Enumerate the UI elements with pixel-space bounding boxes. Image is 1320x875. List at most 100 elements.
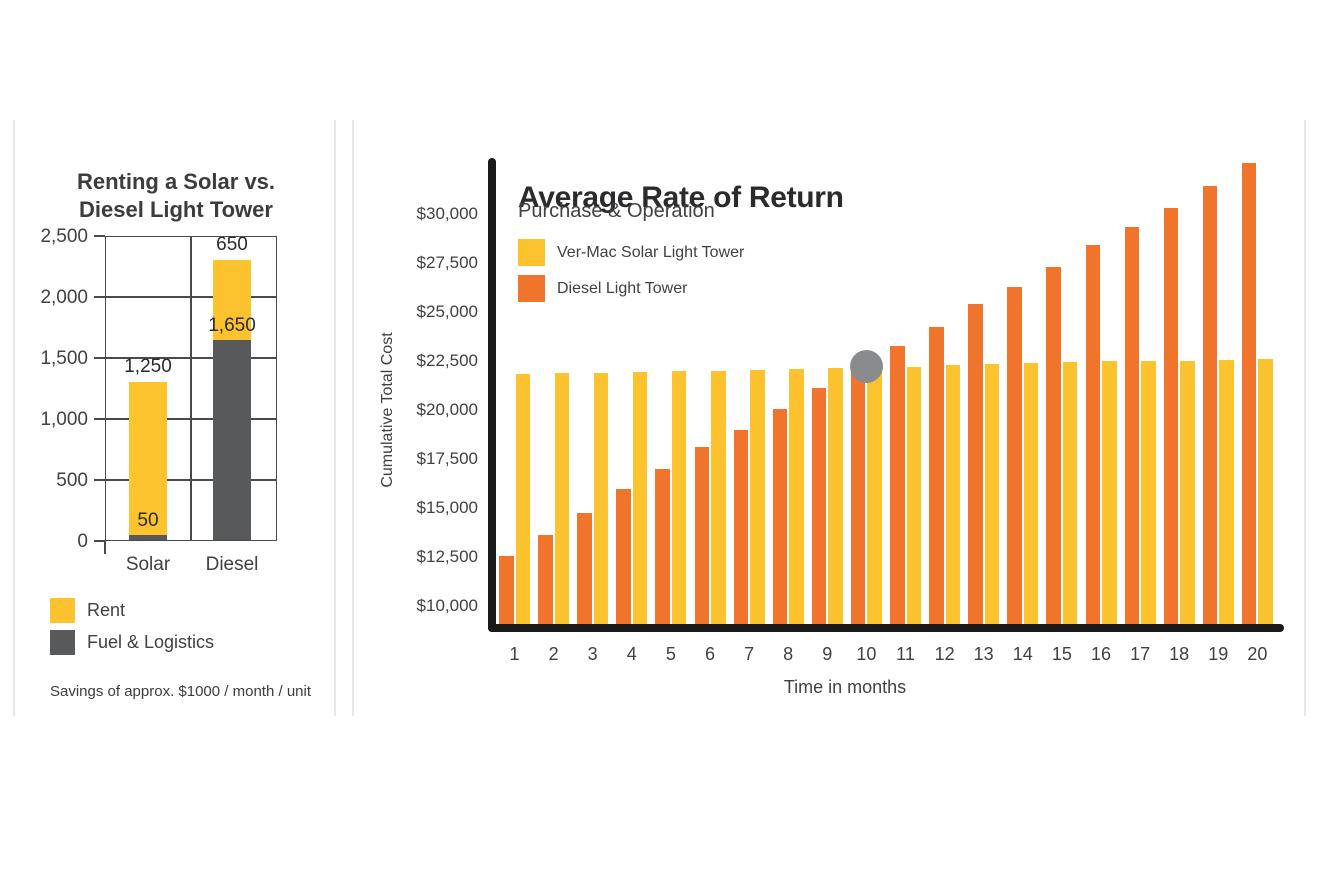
month-label: 13 (973, 644, 994, 664)
solar-bar-month-14 (1023, 363, 1039, 630)
left-ytick-label: 2,500 (40, 226, 88, 247)
left-axis-foot-tick (104, 541, 106, 554)
solar-bar-month-4 (632, 372, 648, 630)
right-ytick-label: $10,000 (416, 595, 478, 615)
month-label: 19 (1208, 644, 1229, 664)
right-ytick-label: $27,500 (416, 253, 478, 273)
panel-divider-left-inner (334, 120, 336, 716)
breakeven-circle (850, 350, 884, 384)
month-label: 20 (1247, 644, 1268, 664)
diesel-bar-month-4 (616, 489, 631, 630)
solar-bar-month-19 (1219, 360, 1234, 630)
savings-note: Savings of approx. $1000 / month / unit (50, 683, 311, 700)
left-ytick-label: 1,000 (40, 409, 88, 430)
bar-fuel-segment-solar (129, 534, 167, 541)
diesel-bar-month-1 (499, 555, 514, 630)
y-axis-line (488, 158, 496, 632)
solar-bar-month-10 (867, 367, 882, 630)
bar-rent-segment-solar (129, 382, 167, 535)
diesel-bar-month-11 (890, 346, 905, 630)
month-label: 8 (783, 644, 794, 664)
month-label: 9 (822, 644, 833, 664)
diesel-bar-month-19 (1202, 185, 1218, 630)
month-label: 7 (744, 644, 755, 664)
x-axis-title: Time in months (783, 677, 907, 697)
legend-item-solar-tower: Ver-Mac Solar Light Tower (518, 239, 744, 266)
left-ytick-label: 0 (77, 531, 88, 552)
solar-bar-month-8 (789, 369, 804, 630)
diesel-bar-month-3 (577, 512, 592, 630)
solar-bar-month-16 (1102, 361, 1117, 630)
category-label-solar: Solar (125, 554, 171, 575)
fuel-logistics-swatch (50, 629, 75, 655)
x-axis-line (488, 624, 1284, 632)
left-ytick (94, 418, 105, 420)
bar-fuel-segment-diesel (213, 339, 251, 541)
right-ytick-label: $12,500 (416, 546, 478, 566)
month-label: 17 (1130, 644, 1151, 664)
solar-bar-month-17 (1141, 361, 1156, 630)
right-chart-title: Average Rate of Return (518, 181, 844, 215)
right-ytick-label: $25,000 (416, 302, 478, 322)
bar-rent-value-label: 650 (216, 234, 248, 256)
month-label: 6 (704, 644, 715, 664)
solar-bar-month-5 (671, 371, 687, 630)
category-label-diesel: Diesel (205, 554, 259, 575)
legend-item-fuel: Fuel & Logistics (50, 629, 214, 655)
right-ytick-label: $30,000 (416, 204, 478, 224)
left-chart-title: Renting a Solar vs. Diesel Light Tower (76, 169, 276, 223)
left-ytick (94, 479, 105, 481)
month-label: 2 (548, 644, 559, 664)
solar-bar-month-18 (1180, 360, 1195, 630)
bar-rent-value-label: 1,250 (124, 356, 172, 378)
fuel-logistics-legend-label: Fuel & Logistics (87, 631, 215, 652)
diesel-bar-month-17 (1124, 227, 1140, 630)
diesel-bar-month-7 (733, 429, 749, 630)
diesel-bar-month-2 (538, 535, 553, 630)
rent-swatch (50, 597, 75, 623)
right-ytick-label: $17,500 (416, 448, 478, 468)
solar-bar-month-1 (515, 373, 530, 630)
diesel-bar-month-16 (1085, 244, 1100, 630)
legend-item-rent: Rent (50, 597, 125, 623)
solar-tower-swatch (518, 239, 545, 266)
solar-bar-month-3 (593, 372, 609, 630)
diesel-bar-month-9 (811, 388, 827, 630)
solar-bar-month-6 (711, 370, 726, 630)
diesel-bar-month-12 (929, 326, 944, 630)
solar-bar-month-15 (1062, 362, 1078, 630)
left-plot-center-divider (190, 236, 192, 541)
diesel-bar-month-6 (694, 447, 709, 630)
y-axis-title: Cumulative Total Cost (379, 332, 396, 488)
bar-rent-segment-diesel (213, 260, 251, 340)
diesel-tower-swatch (518, 275, 545, 302)
rent-legend-label: Rent (87, 599, 126, 620)
left-ytick-label: 500 (56, 470, 88, 491)
legend-item-diesel-tower: Diesel Light Tower (518, 275, 687, 302)
diesel-bar-month-18 (1163, 207, 1179, 630)
month-label: 12 (934, 644, 955, 664)
left-ytick (94, 540, 105, 542)
solar-bar-month-12 (945, 364, 961, 630)
solar-bar-month-9 (828, 368, 843, 630)
month-label: 5 (665, 644, 676, 664)
right-ytick-label: $22,500 (416, 351, 478, 371)
solar-bar-month-2 (554, 373, 570, 630)
bar-fuel-value-label: 1,650 (208, 314, 256, 336)
solar-bar-month-11 (906, 366, 921, 630)
panel-divider-right-inner (352, 120, 354, 716)
diesel-bar-month-10 (850, 370, 866, 630)
right-ytick-label: $15,000 (416, 497, 478, 517)
solar-bar-month-7 (750, 369, 765, 630)
bar-fuel-value-label: 50 (137, 509, 159, 531)
diesel-bar-month-8 (772, 408, 788, 630)
month-label: 15 (1051, 644, 1072, 664)
solar-bar-month-20 (1258, 359, 1273, 630)
diesel-bar-month-14 (1007, 286, 1022, 630)
left-ytick (94, 235, 105, 237)
diesel-bar-month-13 (968, 304, 983, 630)
month-label: 18 (1169, 644, 1190, 664)
right-ytick-label: $20,000 (416, 399, 478, 419)
diesel-bar-month-15 (1046, 267, 1061, 630)
